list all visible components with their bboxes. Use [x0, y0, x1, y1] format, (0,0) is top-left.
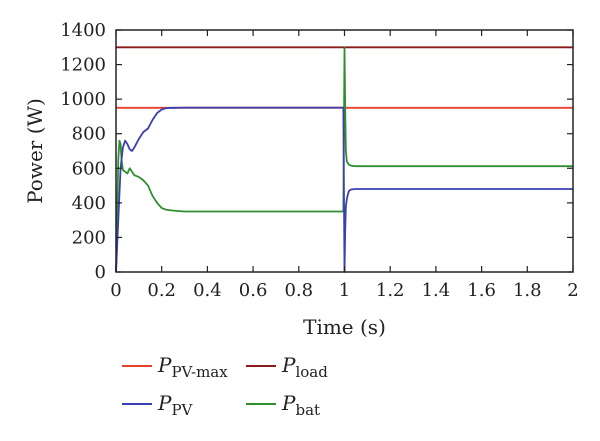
x-tick-label: 0.8: [284, 280, 313, 301]
legend-label-pv-max: PPV-max: [157, 353, 228, 381]
x-tick-label: 1.4: [422, 280, 451, 301]
legend-label-bat: Pbat: [281, 391, 320, 419]
y-tick-label: 1400: [60, 20, 106, 41]
axis-ticks: 0 0.2 0.4 0.6 0.8 1 1.2 1.4 1.6 1.8 2 0 200 400 600 800…: [60, 20, 579, 301]
legend: PPV-max Pload PPV Pbat: [122, 353, 328, 419]
y-tick-label: 800: [72, 124, 106, 145]
y-tick-label: 600: [72, 158, 106, 179]
x-tick-label: 0: [110, 280, 121, 301]
x-tick-label: 1: [339, 280, 350, 301]
y-axis-title: Power (W): [23, 98, 47, 204]
y-tick-label: 1200: [60, 55, 106, 76]
y-tick-label: 400: [72, 193, 106, 214]
x-axis-title: Time (s): [303, 315, 386, 339]
legend-label-load: Pload: [281, 353, 328, 381]
y-tick-label: 0: [95, 262, 106, 283]
x-tick-label: 1.8: [513, 280, 542, 301]
y-tick-label: 1000: [60, 89, 106, 110]
x-tick-label: 0.6: [239, 280, 268, 301]
plot-lines: [115, 46, 573, 273]
x-tick-label: 2: [567, 280, 578, 301]
x-tick-label: 1.2: [376, 280, 405, 301]
x-tick-label: 0.2: [147, 280, 176, 301]
legend-label-pv: PPV: [157, 391, 194, 419]
series-line-pv: [115, 106, 573, 273]
x-tick-label: 1.6: [467, 280, 496, 301]
y-tick-label: 200: [72, 227, 106, 248]
x-tick-label: 0.4: [193, 280, 222, 301]
